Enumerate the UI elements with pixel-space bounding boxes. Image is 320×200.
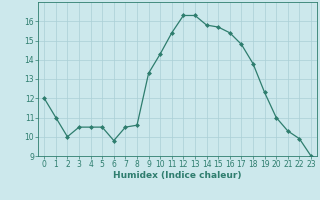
X-axis label: Humidex (Indice chaleur): Humidex (Indice chaleur) <box>113 171 242 180</box>
